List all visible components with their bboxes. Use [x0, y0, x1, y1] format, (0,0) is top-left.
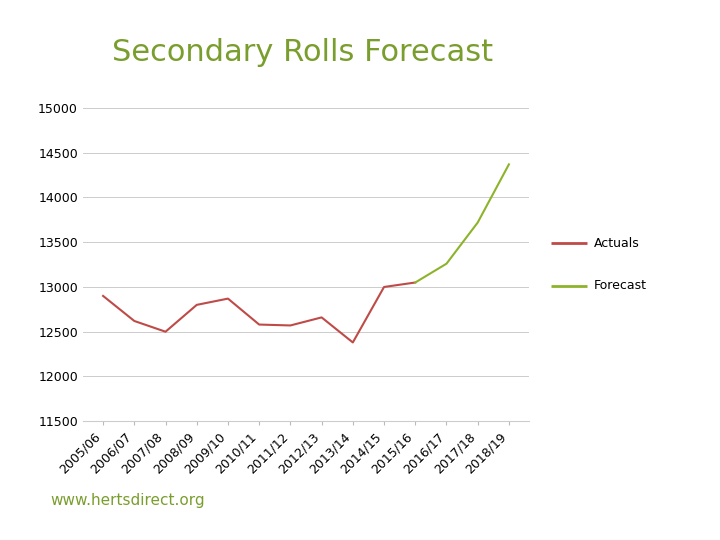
Text: Hertfordshire: Hertfordshire	[582, 503, 657, 513]
Text: Secondary Rolls Forecast: Secondary Rolls Forecast	[112, 38, 493, 67]
Text: www.hertsdirect.org: www.hertsdirect.org	[50, 492, 205, 508]
Text: Forecast: Forecast	[594, 280, 647, 293]
Text: 🦌: 🦌	[613, 461, 626, 481]
Text: Actuals: Actuals	[594, 237, 640, 249]
